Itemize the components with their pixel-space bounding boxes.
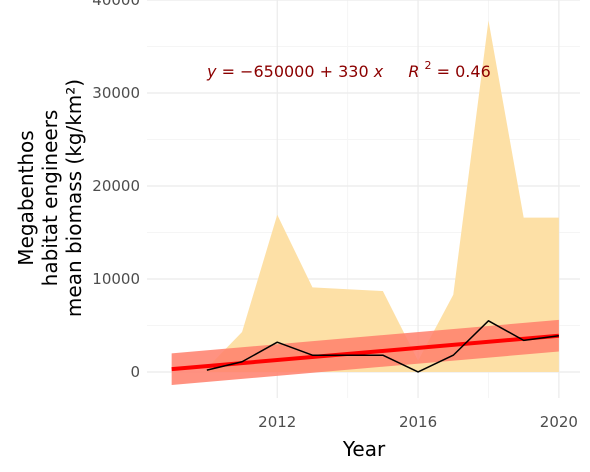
y-tick-label: 40000 — [92, 0, 140, 9]
y-tick-labels: 0 10000 20000 30000 40000 — [92, 0, 140, 381]
annotation-x: x — [373, 62, 384, 81]
y-tick-label: 30000 — [92, 84, 140, 102]
annotation-r-exponent: 2 — [425, 59, 432, 72]
series-layer — [206, 320, 559, 373]
range-envelope — [206, 20, 559, 372]
y-axis-title: Megabenthos habitat engineers mean bioma… — [14, 79, 86, 317]
y-axis-title-line-1: Megabenthos — [14, 130, 38, 265]
annotation-equation: = −650000 + 330 — [222, 62, 374, 81]
envelope-layer — [206, 20, 559, 372]
x-tick-label: 2016 — [399, 413, 437, 431]
y-axis-title-line-3: mean biomass (kg/km²) — [62, 79, 86, 317]
annotation-y: y — [206, 62, 217, 81]
mean-biomass-line — [206, 320, 559, 373]
x-tick-label: 2012 — [258, 413, 296, 431]
y-axis-title-line-2: habitat engineers — [38, 110, 62, 287]
x-tick-label: 2020 — [540, 413, 578, 431]
y-tick-label: 0 — [130, 363, 140, 381]
regression-annotation: y = −650000 + 330 x R 2 = 0.46 — [206, 54, 491, 81]
x-axis-title: Year — [342, 437, 386, 461]
annotation-r: R — [408, 62, 419, 81]
x-tick-labels: 2012 2016 2020 — [258, 413, 578, 431]
annotation-r2-value: = 0.46 — [437, 62, 491, 81]
y-tick-label: 10000 — [92, 270, 140, 288]
y-tick-label: 20000 — [92, 177, 140, 195]
